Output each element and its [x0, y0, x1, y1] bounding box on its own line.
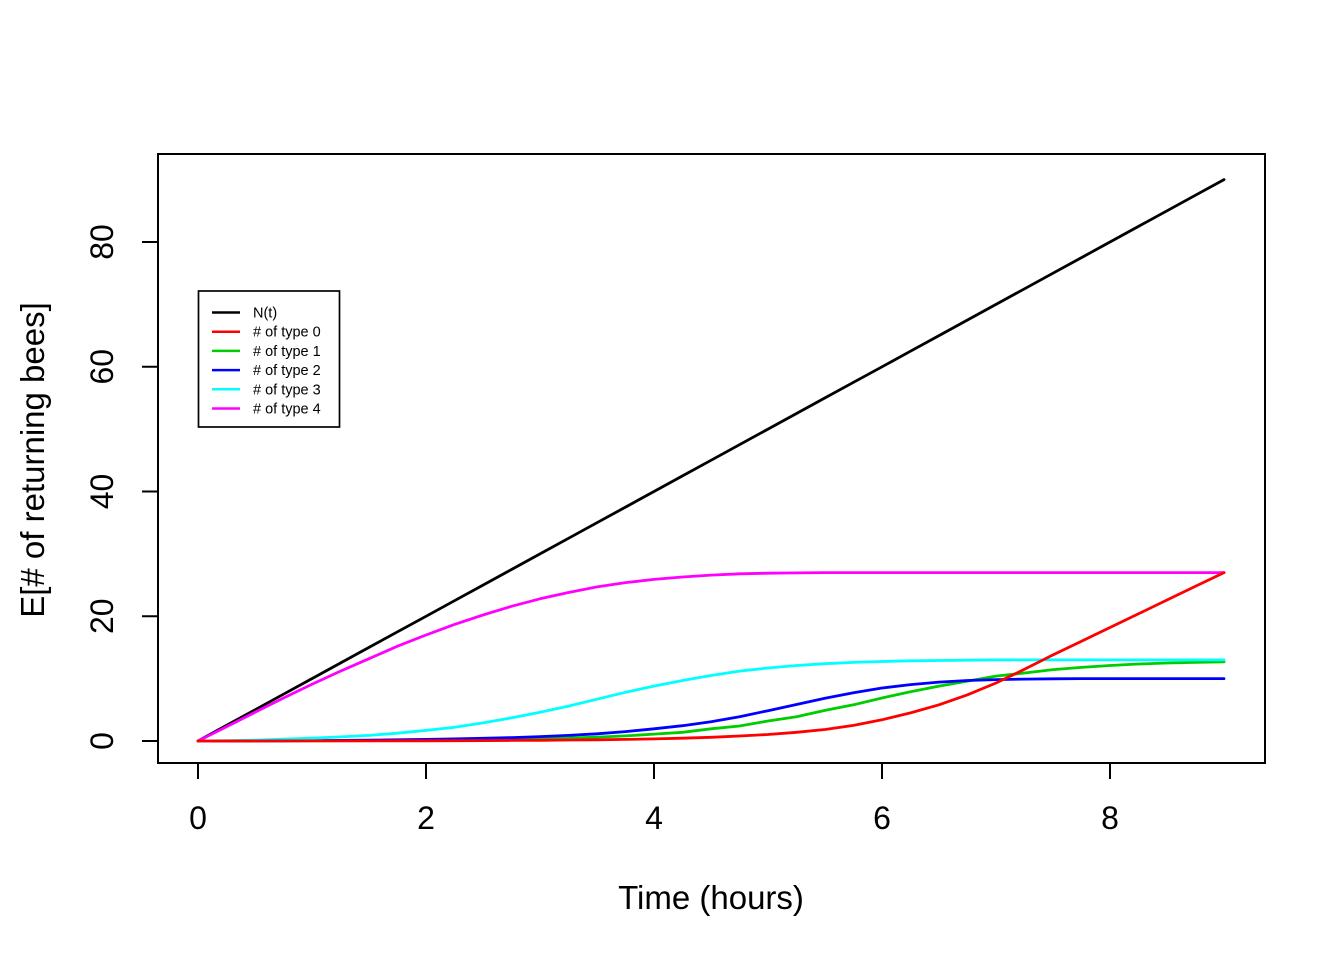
series-line-of-type-2: [196, 677, 1226, 743]
plot-border: [157, 153, 1266, 764]
series-line-of-type-0: [196, 571, 1226, 743]
x-axis-tick-label: 0: [189, 800, 207, 836]
x-axis-tick-label: 2: [417, 800, 435, 836]
series-line-of-type-1: [196, 660, 1226, 743]
x-axis-title: Time (hours): [618, 879, 804, 916]
legend-label-n-t: N(t): [253, 306, 277, 322]
series-line-n-t: [196, 178, 1226, 743]
x-axis-tick-label: 4: [645, 800, 663, 836]
x-axis-tick-label: 8: [1101, 800, 1119, 836]
legend-label-of-type-3: # of type 3: [253, 382, 321, 398]
legend: N(t) # of type 0 # of type 1 # of type 2 # o…: [197, 290, 341, 428]
series-line-of-type-3: [196, 658, 1226, 743]
legend-label-of-type-0: # of type 0: [253, 325, 321, 341]
y-axis-tick-label: 20: [84, 598, 120, 634]
y-axis-tick-label: 0: [84, 732, 120, 750]
series-line-of-type-4: [196, 571, 1226, 743]
legend-label-of-type-2: # of type 2: [253, 363, 321, 379]
legend-label-of-type-1: # of type 1: [253, 344, 321, 360]
legend-label-of-type-4: # of type 4: [253, 402, 321, 418]
y-axis-tick-label: 80: [84, 224, 120, 260]
x-axis-tick-label: 6: [873, 800, 891, 836]
y-axis-title: E[# of returning bees]: [14, 302, 51, 618]
y-axis-tick-label: 60: [84, 349, 120, 385]
y-axis-tick-label: 40: [84, 474, 120, 510]
